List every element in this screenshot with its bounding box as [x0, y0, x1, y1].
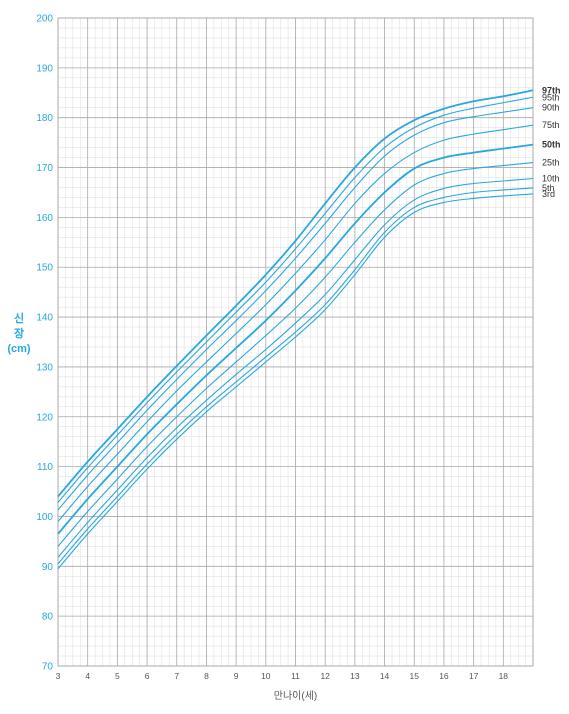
y-tick-label: 100 — [36, 512, 53, 523]
series-label-5th: 5th — [542, 183, 555, 193]
series-line-50th — [57, 143, 534, 535]
x-axis-ticks: 3 4 5 6 7 8 9 10 11 12 13 14 15 16 17 18 — [56, 671, 509, 681]
series-label-95th: 95th — [542, 92, 560, 102]
x-tick-label: 8 — [204, 671, 209, 681]
y-axis-ticks: 70 80 90 100 110 120 130 140 150 160 170 180 190 200 — [36, 14, 53, 673]
y-tick-label: 170 — [36, 163, 53, 174]
x-tick-label: 12 — [320, 671, 330, 681]
y-tick-label: 200 — [36, 14, 53, 25]
series-label-90th: 90th — [542, 103, 560, 113]
x-tick-label: 17 — [469, 671, 479, 681]
y-tick-label: 190 — [36, 63, 53, 74]
series-line-5th — [57, 187, 534, 565]
x-tick-label: 3 — [56, 671, 61, 681]
x-tick-label: 5 — [115, 671, 120, 681]
y-tick-label: 150 — [36, 263, 53, 274]
series-line-97th — [57, 89, 534, 498]
grid-major-lines — [57, 17, 534, 667]
series-line-75th — [57, 124, 534, 522]
x-tick-label: 9 — [234, 671, 239, 681]
y-tick-label: 180 — [36, 113, 53, 124]
x-tick-label: 6 — [145, 671, 150, 681]
x-tick-label: 11 — [291, 671, 300, 681]
y-tick-label: 160 — [36, 213, 53, 224]
y-tick-label: 120 — [36, 412, 53, 423]
series-label-10th: 10th — [542, 174, 560, 184]
x-tick-label: 14 — [380, 671, 390, 681]
y-axis-label-line: (cm) — [7, 343, 31, 355]
series-line-25th — [57, 162, 534, 547]
series-line-90th — [57, 107, 534, 511]
x-tick-label: 15 — [410, 671, 420, 681]
y-axis-label-line: 장 — [14, 326, 24, 340]
y-tick-label: 110 — [37, 462, 53, 473]
x-tick-label: 7 — [174, 671, 179, 681]
series-line-95th — [57, 96, 534, 503]
y-tick-label: 80 — [42, 612, 54, 623]
y-tick-label: 90 — [42, 562, 54, 573]
y-axis-label-line: 신 — [14, 311, 24, 325]
x-tick-label: 10 — [261, 671, 271, 681]
x-tick-label: 4 — [85, 671, 90, 681]
y-tick-label: 130 — [36, 362, 53, 373]
series-label-3rd: 3rd — [542, 189, 555, 199]
x-axis-label: 만나이(세) — [274, 690, 317, 702]
plot-border — [57, 17, 534, 667]
series-label-25th: 25th — [542, 158, 560, 168]
series-lines — [57, 89, 534, 570]
y-tick-label: 140 — [36, 313, 53, 324]
series-line-3rd — [57, 193, 534, 570]
y-tick-label: 70 — [42, 662, 54, 673]
x-tick-label: 18 — [499, 671, 509, 681]
series-label-75th: 75th — [542, 120, 560, 130]
y-axis-label: 신 장 (cm) — [7, 311, 31, 355]
series-label-97th: 97th — [542, 85, 561, 95]
series-line-10th — [57, 177, 534, 558]
series-label-50th: 50th — [542, 140, 561, 150]
x-tick-label: 13 — [350, 671, 360, 681]
x-tick-label: 16 — [439, 671, 449, 681]
